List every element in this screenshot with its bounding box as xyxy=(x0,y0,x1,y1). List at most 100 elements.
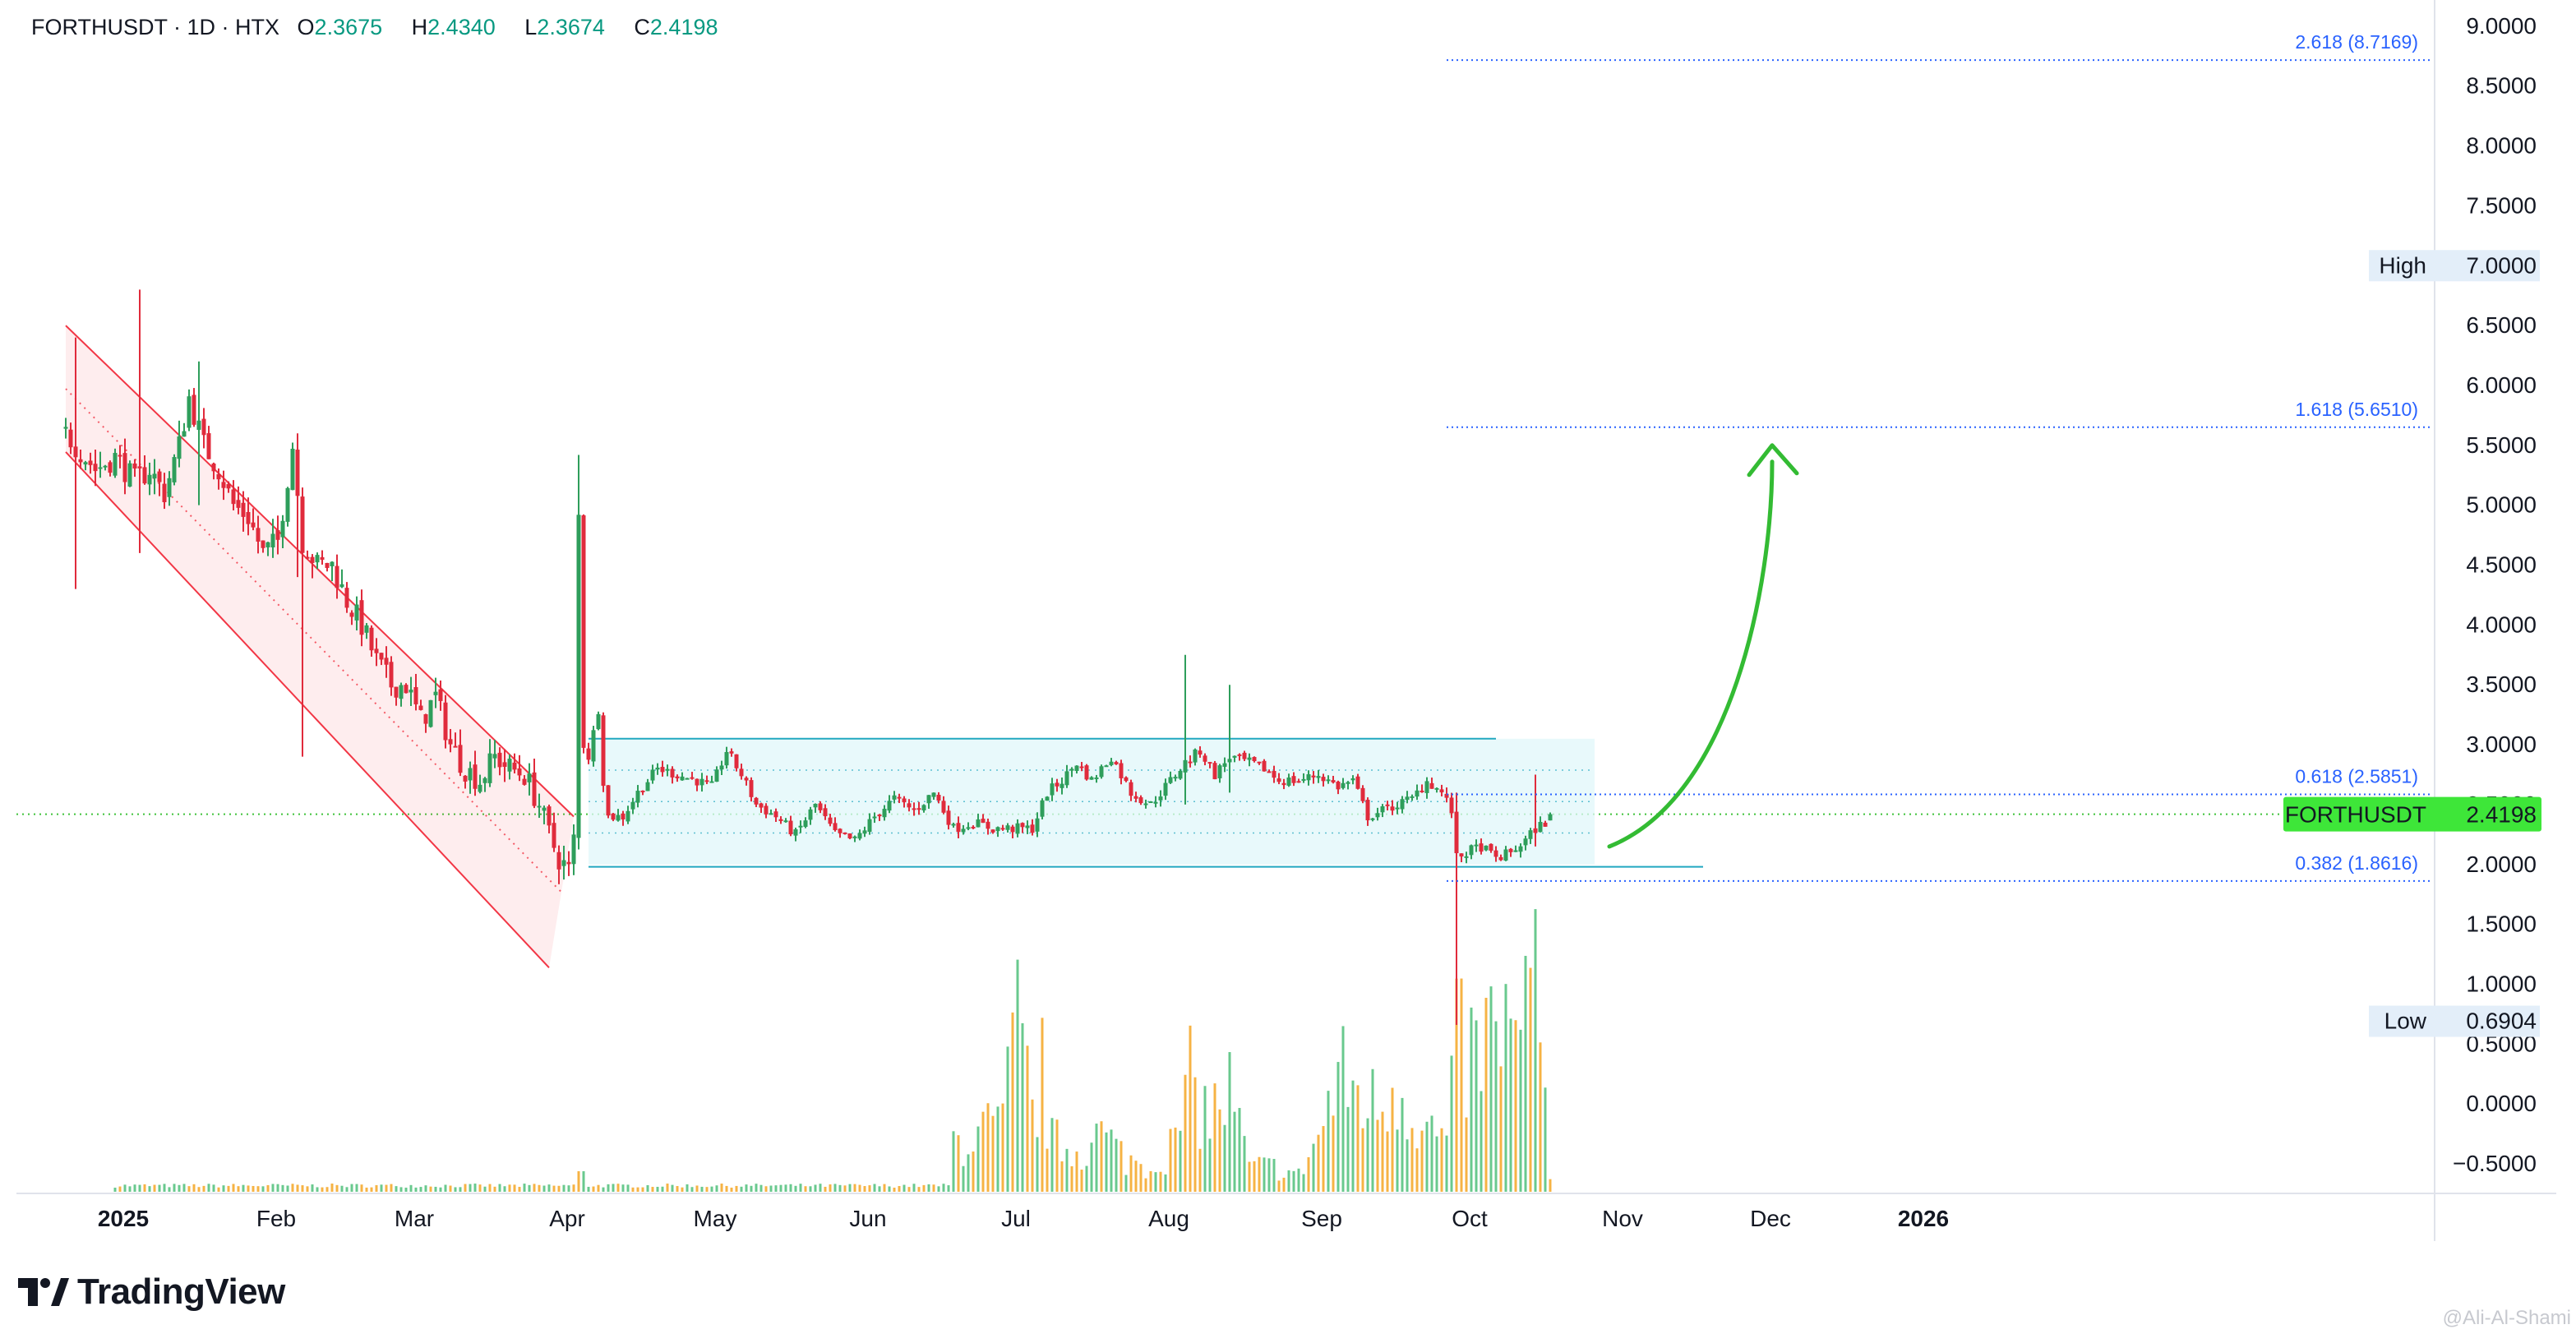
candle-body xyxy=(754,797,759,805)
candle-body xyxy=(640,790,645,792)
volume-bar xyxy=(340,1185,344,1192)
volume-bar xyxy=(922,1184,926,1192)
candle-body xyxy=(1084,765,1089,780)
volume-bar xyxy=(1184,1074,1187,1192)
volume-bar xyxy=(824,1186,827,1192)
candle-body xyxy=(527,773,532,782)
candle-body xyxy=(1420,790,1424,792)
candle-body xyxy=(83,462,88,465)
volume-bar xyxy=(528,1184,531,1192)
volume-bar xyxy=(572,1184,575,1192)
volume-bar xyxy=(1341,1026,1345,1192)
candle-body xyxy=(621,813,626,819)
candle-body xyxy=(976,819,981,828)
volume-bar xyxy=(493,1186,496,1192)
candle-body xyxy=(1508,848,1513,852)
candle-body xyxy=(665,768,670,771)
candle-body xyxy=(892,795,897,800)
candle-body xyxy=(1410,796,1415,798)
tradingview-logo[interactable]: TradingView xyxy=(18,1271,285,1312)
candle-body xyxy=(882,809,887,818)
volume-bar xyxy=(666,1184,669,1192)
candle-body xyxy=(591,730,596,762)
time-tick-label: Sep xyxy=(1301,1206,1342,1231)
volume-bar xyxy=(1336,1062,1340,1192)
high-marker-bg xyxy=(2369,250,2540,282)
candle-body xyxy=(1489,843,1493,851)
candle-body xyxy=(364,625,369,633)
candle-body xyxy=(384,658,389,665)
volume-bar xyxy=(1351,1080,1355,1192)
volume-bar xyxy=(227,1185,230,1192)
volume-bar xyxy=(498,1184,501,1192)
volume-bar xyxy=(774,1185,778,1192)
volume-bar xyxy=(646,1184,649,1192)
candle-body xyxy=(645,782,650,791)
volume-bar xyxy=(700,1186,704,1192)
volume-bar xyxy=(819,1184,822,1192)
candle-body xyxy=(1143,803,1148,805)
candle-body xyxy=(685,778,690,780)
volume-bar xyxy=(1381,1111,1384,1192)
candle-body xyxy=(1232,755,1237,758)
candle-body xyxy=(1094,777,1099,779)
candle-body xyxy=(1089,777,1094,780)
low-marker-value: 0.6904 xyxy=(2466,1008,2537,1034)
candle-body xyxy=(177,436,182,459)
candle-body xyxy=(374,648,379,653)
volume-bar xyxy=(148,1186,151,1192)
candle-body xyxy=(744,778,749,781)
candle-body xyxy=(877,815,882,817)
volume-bar xyxy=(311,1184,314,1192)
volume-bar xyxy=(1494,1021,1498,1192)
candle-body xyxy=(867,819,872,833)
volume-bar xyxy=(725,1185,728,1192)
high-value: 2.4340 xyxy=(427,15,496,39)
candle-body xyxy=(428,699,433,727)
volume-bar xyxy=(1317,1134,1320,1192)
candle-body xyxy=(118,455,122,457)
volume-bar xyxy=(996,1106,999,1192)
candle-body xyxy=(630,801,635,810)
candle-body xyxy=(941,801,946,813)
candle-body xyxy=(113,453,118,476)
candle-body xyxy=(157,471,162,482)
volume-bar xyxy=(123,1184,127,1192)
candle-body xyxy=(438,689,443,701)
time-tick-label: Oct xyxy=(1452,1206,1488,1231)
volume-bar xyxy=(1460,978,1463,1192)
candle-body xyxy=(655,767,660,770)
candle-body xyxy=(1059,783,1064,788)
volume-bar xyxy=(439,1187,442,1192)
candle-body xyxy=(1045,796,1050,801)
candle-body xyxy=(788,820,793,835)
candle-body xyxy=(507,759,512,772)
last-price-value: 2.4198 xyxy=(2466,802,2537,828)
volume-bar xyxy=(804,1186,807,1192)
volume-bar xyxy=(1386,1131,1389,1192)
volume-bar xyxy=(750,1185,753,1192)
candle-body xyxy=(1350,778,1355,781)
volume-bar xyxy=(523,1184,526,1192)
candle-body xyxy=(339,584,344,588)
volume-bar xyxy=(1484,998,1488,1192)
candle-body xyxy=(187,396,192,428)
volume-bar xyxy=(671,1184,674,1192)
last-price-symbol: FORTHUSDT xyxy=(2285,802,2426,828)
candle-body xyxy=(586,748,591,760)
price-tick-label: 5.5000 xyxy=(2466,432,2537,458)
candle-body xyxy=(1296,781,1301,783)
volume-bar xyxy=(1243,1136,1246,1192)
volume-bar xyxy=(829,1184,832,1192)
candle-body xyxy=(290,448,295,491)
candle-body xyxy=(635,791,640,803)
candle-body xyxy=(517,768,522,776)
volume-bar xyxy=(577,1171,580,1192)
volume-bar xyxy=(533,1184,536,1192)
price-tick-label: 8.5000 xyxy=(2466,73,2537,99)
volume-bar xyxy=(735,1185,738,1192)
candle-body xyxy=(423,714,428,724)
candle-body xyxy=(1079,766,1084,768)
candle-body xyxy=(576,515,581,838)
